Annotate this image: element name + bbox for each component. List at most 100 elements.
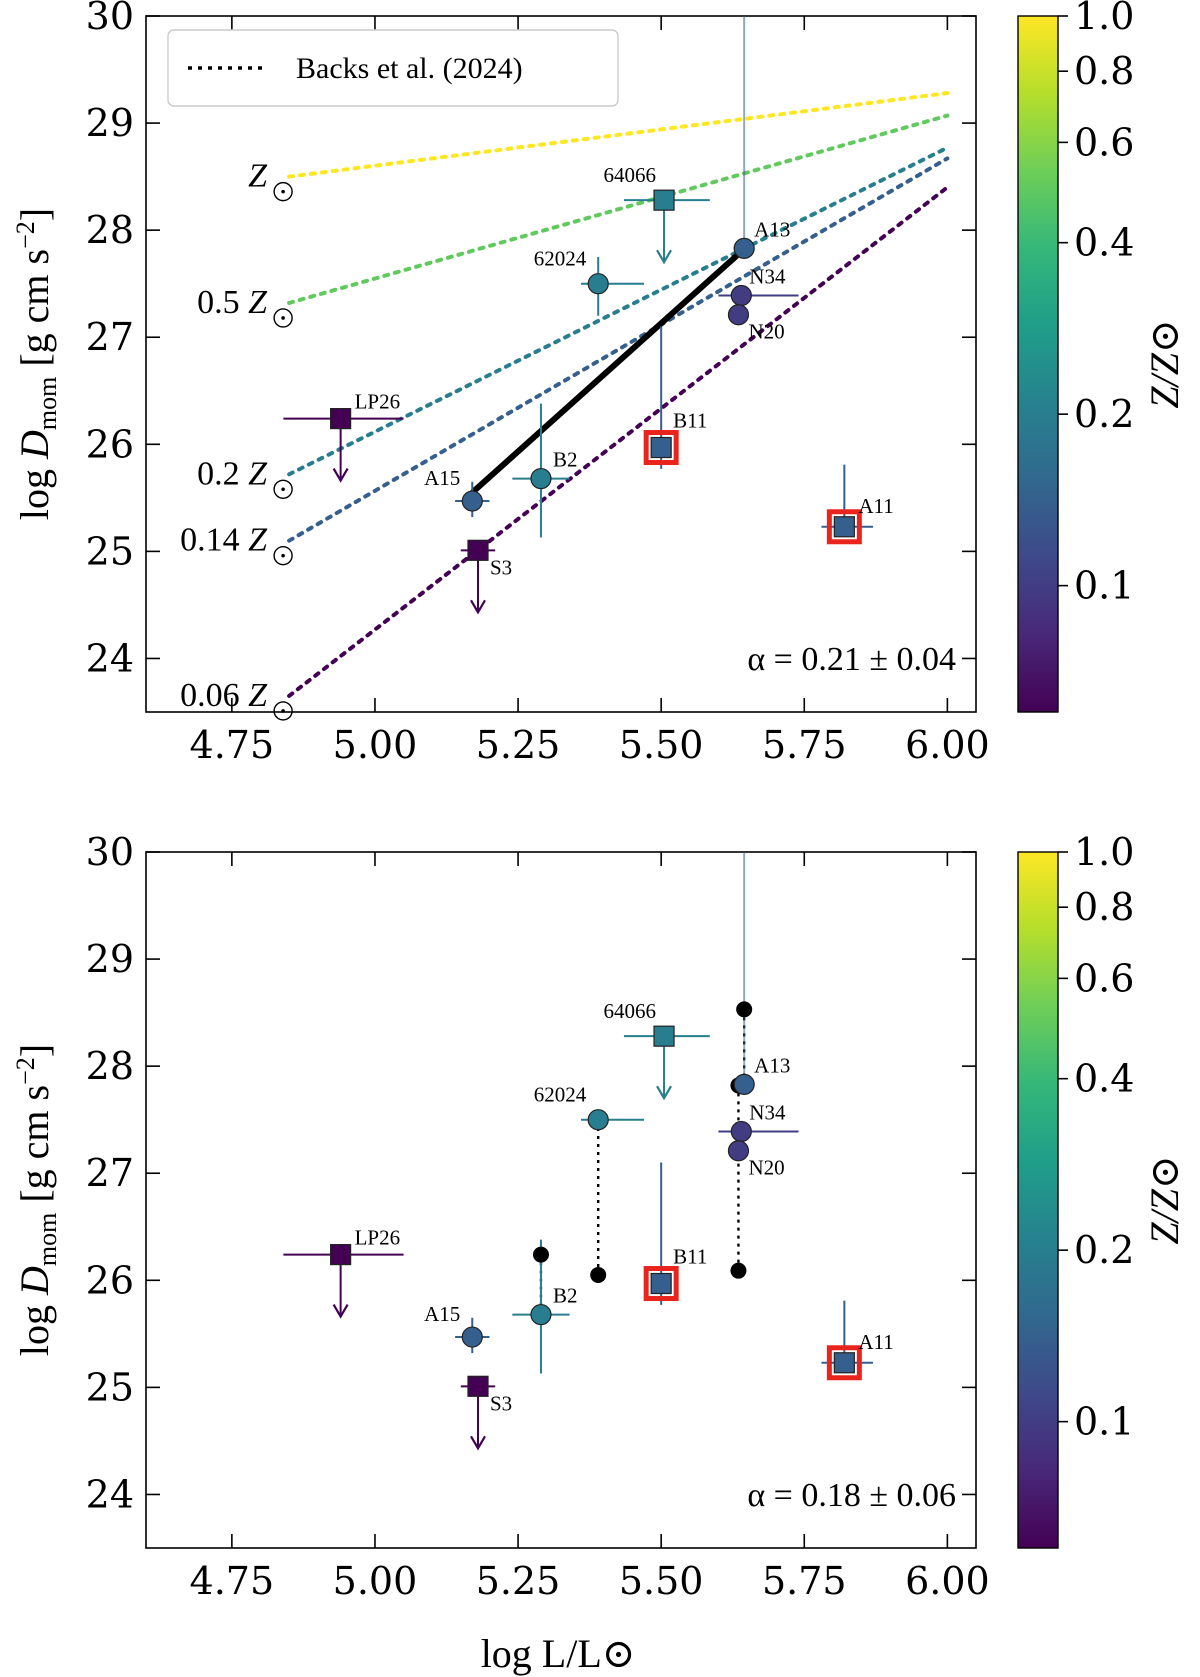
y-tick-label: 26 — [86, 422, 134, 466]
colorbar-gradient — [1017, 851, 1059, 1549]
metallicity-line — [287, 91, 950, 179]
x-tick-label: 6.00 — [905, 1559, 990, 1603]
highlight-square — [826, 1345, 862, 1381]
x-tick-label: 5.25 — [476, 1559, 561, 1603]
y-tick-label: 28 — [86, 208, 134, 252]
metallicity-label: 0.5 Z — [197, 284, 268, 321]
circle-marker — [733, 1073, 755, 1095]
point-label: B11 — [673, 1245, 707, 1269]
circle-marker — [461, 490, 483, 512]
colorbar-tick-label: 0.4 — [1074, 1057, 1134, 1101]
colorbar-tick-label: 0.8 — [1074, 885, 1134, 929]
y-tick-label: 24 — [86, 636, 134, 680]
sun-symbol-dot — [281, 709, 285, 713]
circle-marker — [530, 467, 552, 490]
metallicity-line — [287, 145, 950, 477]
arrow-down-icon — [332, 468, 349, 483]
point-label: N34 — [749, 264, 786, 288]
point-label: A11 — [858, 494, 893, 518]
square-marker — [833, 516, 855, 538]
highlight-square — [826, 509, 862, 545]
y-tick-label: 26 — [86, 1258, 134, 1302]
y-tick-label: 28 — [86, 1044, 134, 1088]
x-tick-label: 5.00 — [333, 1559, 418, 1603]
square-marker — [467, 539, 489, 561]
sun-symbol-icon — [273, 308, 293, 328]
square-marker — [653, 189, 675, 211]
x-tick-label: 5.25 — [476, 723, 561, 767]
arrow-down-icon — [656, 1085, 672, 1101]
square-marker — [653, 1025, 675, 1047]
circle-marker — [530, 1303, 552, 1326]
arrow-down-icon — [470, 1435, 486, 1451]
metallicity-line — [287, 113, 950, 305]
x-tick-label: 5.50 — [619, 723, 704, 767]
colorbar-tick-label: 1.0 — [1074, 0, 1134, 38]
sun-symbol-icon — [273, 701, 293, 721]
black-point — [736, 1001, 753, 1018]
y-tick-label: 25 — [86, 529, 134, 573]
x-tick-label: 5.75 — [762, 723, 847, 767]
y-tick-label: 24 — [86, 1472, 134, 1516]
metallicity-line — [287, 156, 950, 543]
sun-symbol-dot — [281, 316, 285, 320]
point-label: A11 — [858, 1330, 893, 1354]
x-tick-label: 5.50 — [619, 1559, 704, 1603]
point-label: N20 — [748, 320, 784, 344]
point-label: A13 — [754, 217, 790, 241]
metallicity-label: 0.06 Z — [180, 677, 268, 714]
x-tick-label: 5.00 — [333, 723, 418, 767]
metallicity-label: 0.14 Z — [180, 522, 268, 559]
legend-label: Backs et al. (2024) — [296, 52, 523, 85]
square-marker — [467, 1375, 489, 1397]
square-marker — [650, 1272, 672, 1295]
black-point — [590, 1266, 607, 1283]
colorbar: 1.0 0.8 0.6 0.4 0.2 0.1 Z/Z⊙ — [1017, 0, 1187, 713]
square-marker — [330, 408, 352, 430]
point-label: 62024 — [534, 1083, 587, 1107]
point-label: 64066 — [604, 163, 657, 187]
colorbar-tick-label: 0.2 — [1074, 392, 1134, 436]
point-label: 64066 — [604, 999, 657, 1023]
highlight-square — [643, 430, 679, 466]
sun-symbol-icon — [273, 181, 293, 202]
point-label: 62024 — [534, 247, 587, 271]
colorbar-tick-label: 0.6 — [1074, 956, 1134, 1000]
colorbar: 1.0 0.8 0.6 0.4 0.2 0.1 Z/Z⊙ — [1017, 830, 1187, 1549]
point-label: B2 — [553, 448, 578, 472]
point-label: S3 — [490, 555, 512, 579]
arrow-down-icon — [656, 249, 672, 265]
arrow-down-icon — [470, 599, 486, 615]
y-axis-label: log Dmom [g cm s−2] — [11, 208, 62, 520]
metallicity-label: Z — [248, 158, 268, 195]
circle-marker — [733, 237, 755, 259]
point-label: S3 — [490, 1391, 512, 1415]
y-axis-label: log Dmom [g cm s−2] — [11, 1044, 62, 1356]
y-tick-label: 30 — [86, 830, 134, 874]
point-label: A15 — [424, 1302, 460, 1326]
fit-line — [470, 249, 744, 495]
point-label: LP26 — [355, 1226, 401, 1250]
circle-marker — [587, 273, 609, 295]
point-label: B2 — [553, 1284, 578, 1308]
circle-marker — [730, 1120, 752, 1143]
black-point — [730, 1262, 747, 1279]
x-tick-label: 5.75 — [762, 1559, 847, 1603]
point-label: LP26 — [355, 390, 401, 414]
colorbar-gradient — [1017, 15, 1059, 713]
metallicity-line — [287, 185, 950, 698]
metallicity-label: 0.2 Z — [197, 455, 268, 492]
plot-frame — [145, 851, 977, 1549]
y-tick-label: 29 — [86, 101, 134, 145]
square-marker — [330, 1244, 352, 1266]
sun-symbol-dot — [281, 553, 285, 558]
top-panel: 4.75 5.00 5.25 5.50 5.75 6.00 24 25 26 27 28 29 30 lo… — [11, 0, 1187, 767]
y-tick-label: 30 — [86, 0, 134, 38]
circle-marker — [727, 304, 750, 326]
colorbar-tick-label: 0.1 — [1074, 564, 1134, 608]
colorbar-label: Z/Z⊙ — [1142, 319, 1187, 408]
x-tick-label: 4.75 — [190, 723, 275, 767]
arrow-down-icon — [332, 1304, 349, 1319]
highlight-square — [643, 1266, 679, 1302]
